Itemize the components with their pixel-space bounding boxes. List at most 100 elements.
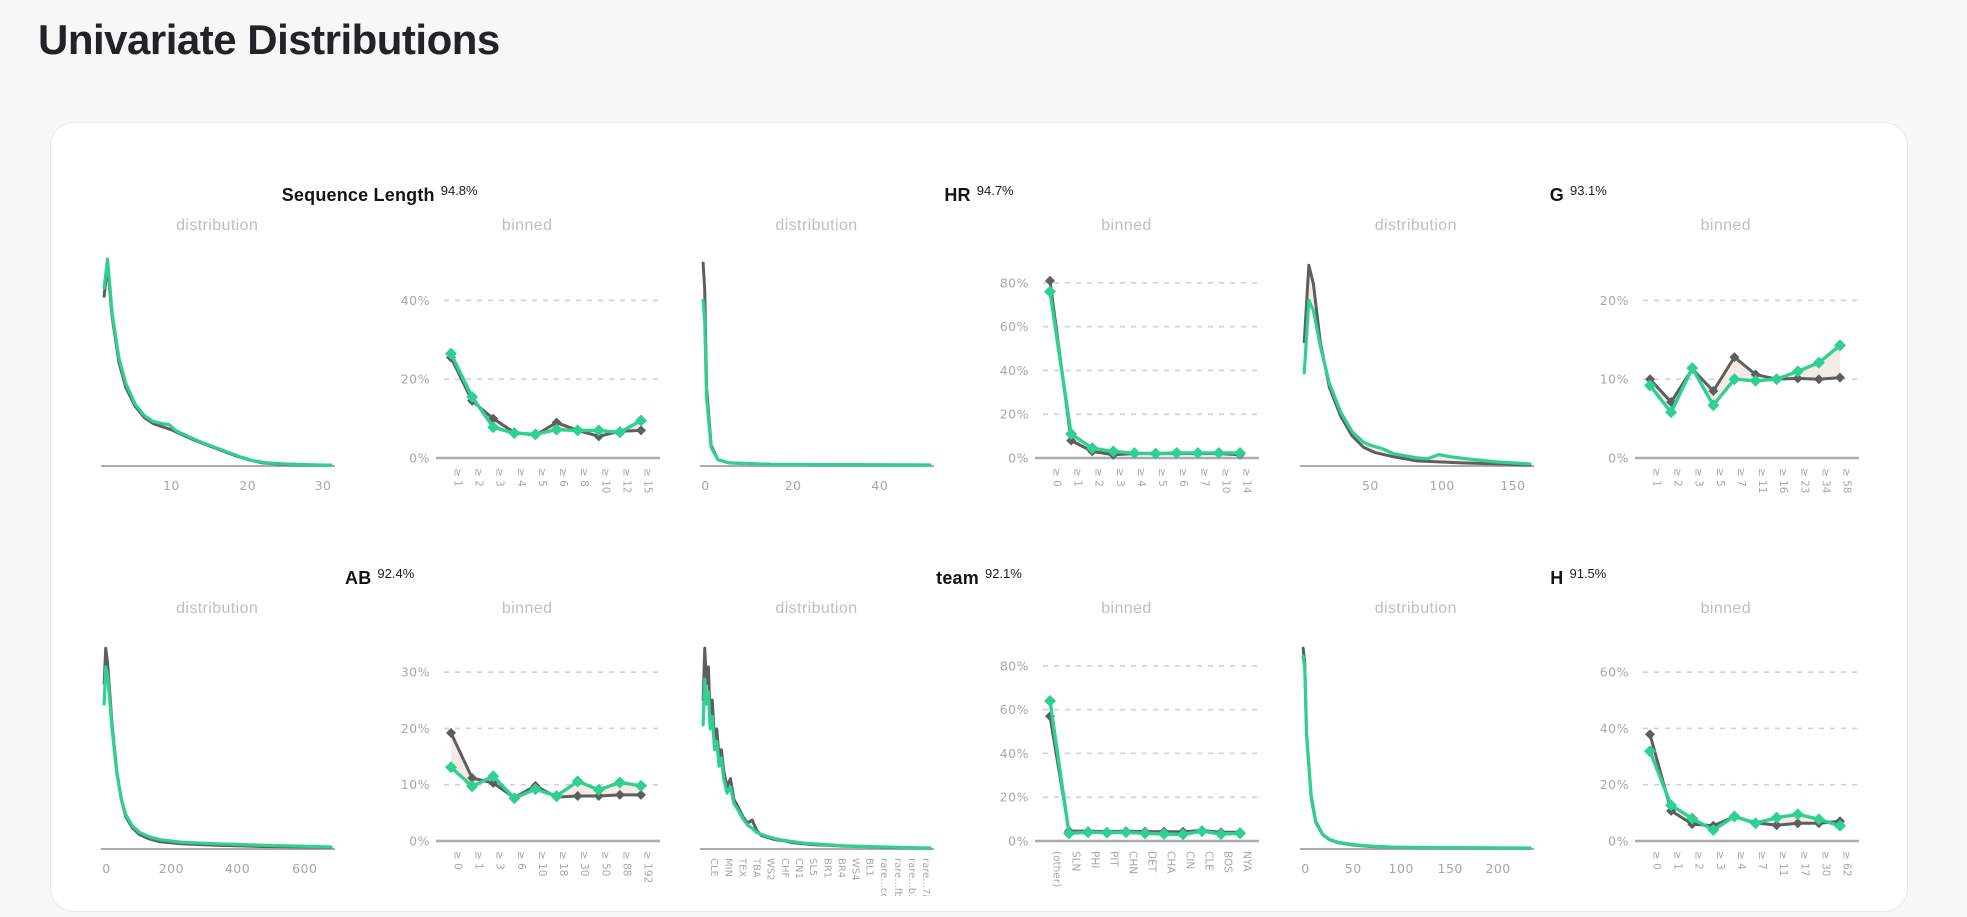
svg-text:30: 30: [315, 478, 332, 493]
hr-binned-chart: 80% 60% 40% 20% 0% ≥ 0 ≥ 1 ≥ 2 ≥ 3 ≥ 4 ≥ 5 ≥ 6 ≥ 7 ≥ …: [1000, 275, 1260, 494]
svg-text:20%: 20%: [1000, 407, 1029, 422]
svg-text:≥ 3: ≥ 3: [494, 468, 506, 487]
svg-text:10: 10: [163, 478, 180, 493]
svg-text:200: 200: [1485, 861, 1510, 876]
svg-text:20%: 20%: [1600, 293, 1629, 308]
svg-text:≥ 10: ≥ 10: [536, 851, 548, 877]
svg-text:≥ 1: ≥ 1: [452, 468, 464, 487]
svg-text:200: 200: [159, 861, 184, 876]
svg-text:20: 20: [239, 478, 256, 493]
svg-text:600: 600: [292, 861, 317, 876]
svg-text:20%: 20%: [1000, 790, 1029, 805]
svg-text:0: 0: [1301, 861, 1309, 876]
svg-text:MIN: MIN: [723, 858, 734, 877]
svg-text:0%: 0%: [1608, 834, 1629, 849]
sequence-length-binned-chart: 40% 20% 0% ≥ 1 ≥ 2 ≥ 3 ≥ 4 ≥ 5 ≥ 6 ≥ 8 ≥ 10 ≥ 12 ≥ 1…: [401, 293, 661, 494]
svg-text:≥ 4: ≥ 4: [1735, 851, 1747, 870]
svg-text:≥ 2: ≥ 2: [1693, 851, 1705, 870]
svg-text:CHF: CHF: [779, 858, 790, 879]
svg-text:≥ 3: ≥ 3: [1714, 851, 1726, 870]
svg-text:≥ 23: ≥ 23: [1798, 468, 1810, 494]
svg-text:0: 0: [102, 861, 110, 876]
g-distribution-chart: 50 100 150: [1299, 263, 1534, 493]
h-binned-chart: 60% 40% 20% 0% ≥ 0 ≥ 1 ≥ 2 ≥ 3 ≥ 4 ≥ 7 ≥ 11 ≥ 17 ≥ 3…: [1600, 665, 1859, 877]
svg-text:60%: 60%: [1600, 665, 1629, 680]
panel-sequence-length: Sequence Length 94.8% distribution 10 20 30…: [95, 183, 664, 513]
panel-title: HR: [944, 185, 971, 205]
svg-text:40%: 40%: [1600, 721, 1629, 736]
svg-text:≥ 0: ≥ 0: [1650, 851, 1662, 870]
svg-text:CLE: CLE: [1203, 851, 1215, 871]
panels-grid: Sequence Length 94.8% distribution 10 20 30…: [95, 183, 1863, 896]
svg-text:≥ 18: ≥ 18: [557, 851, 569, 877]
svg-text:CHN: CHN: [1127, 851, 1139, 874]
panel-accuracy-badge: 91.5%: [1569, 566, 1607, 581]
svg-text:150: 150: [1437, 861, 1462, 876]
svg-text:20%: 20%: [401, 372, 430, 387]
svg-text:≥ 34: ≥ 34: [1819, 468, 1831, 494]
h-distribution-chart: 0 50 100 150 200: [1299, 646, 1534, 876]
svg-text:80%: 80%: [1000, 658, 1029, 673]
svg-text:BOS: BOS: [1222, 851, 1234, 873]
svg-text:≥ 8: ≥ 8: [578, 468, 590, 487]
svg-text:DET: DET: [1146, 851, 1158, 873]
svg-text:≥ 2: ≥ 2: [1671, 468, 1683, 487]
hr-distribution-chart: 0 20 40: [700, 261, 935, 493]
team-distribution-chart: CLE MIN TEX TBA WS2 CHF CN1 SL5 BR1 BR4 WS4 BL1 rare…: [700, 646, 935, 896]
svg-text:≥ 3: ≥ 3: [494, 851, 506, 870]
svg-text:rare...fba: rare...fba: [892, 858, 903, 896]
panel-accuracy-badge: 94.8%: [440, 183, 478, 198]
svg-text:20%: 20%: [1600, 777, 1629, 792]
svg-text:≥ 3: ≥ 3: [1693, 468, 1705, 487]
panel-accuracy-badge: 92.1%: [984, 566, 1022, 581]
svg-text:WS2: WS2: [765, 858, 776, 881]
svg-text:≥ 11: ≥ 11: [1756, 468, 1768, 494]
svg-text:0%: 0%: [1009, 451, 1030, 466]
sequence-length-distribution-chart: 10 20 30: [101, 257, 336, 493]
svg-text:≥ 58: ≥ 58: [1840, 468, 1852, 494]
panel-title: G: [1549, 185, 1564, 205]
svg-text:≥ 16: ≥ 16: [1777, 468, 1789, 494]
svg-text:PHI: PHI: [1089, 851, 1101, 868]
svg-text:≥ 17: ≥ 17: [1798, 851, 1810, 877]
g-binned-chart: 20% 10% 0% ≥ 1 ≥ 2 ≥ 3 ≥ 5 ≥ 7 ≥ 11 ≥ 16 ≥ 23 ≥ 34 ≥…: [1600, 293, 1859, 494]
panel-accuracy-badge: 94.7%: [976, 183, 1014, 198]
svg-text:150: 150: [1500, 478, 1525, 493]
svg-text:≥ 7: ≥ 7: [1199, 468, 1211, 487]
panel-h: H 91.5% distribution 0 50 100 150 200 binned …: [1294, 566, 1863, 896]
svg-text:0%: 0%: [409, 451, 430, 466]
svg-text:≥ 6: ≥ 6: [515, 851, 527, 870]
svg-text:TBA: TBA: [751, 857, 762, 878]
svg-text:PIT: PIT: [1108, 851, 1120, 867]
svg-text:≥ 11: ≥ 11: [1777, 851, 1789, 877]
svg-text:≥ 1: ≥ 1: [1650, 468, 1662, 487]
svg-text:CN1: CN1: [794, 858, 805, 879]
svg-text:≥ 5: ≥ 5: [1714, 468, 1726, 487]
svg-text:40%: 40%: [401, 293, 430, 308]
svg-text:≥ 3: ≥ 3: [1114, 468, 1126, 487]
svg-text:≥ 6: ≥ 6: [1178, 468, 1190, 487]
svg-text:≥ 0: ≥ 0: [1051, 468, 1063, 487]
svg-text:rare...cc7: rare...cc7: [878, 858, 889, 896]
panel-g: G 93.1% distribution 50 100 150 binned 20% 1…: [1294, 183, 1863, 513]
svg-text:WS4: WS4: [850, 858, 861, 881]
svg-text:≥ 0: ≥ 0: [452, 851, 464, 870]
svg-text:60%: 60%: [1000, 319, 1029, 334]
svg-text:≥ 62: ≥ 62: [1840, 851, 1852, 877]
svg-text:≥ 6: ≥ 6: [557, 468, 569, 487]
svg-text:≥ 15: ≥ 15: [642, 468, 654, 494]
svg-text:≥ 30: ≥ 30: [578, 851, 590, 877]
panel-team: team 92.1% distribution CLE MIN TEX TBA WS2 CH…: [694, 566, 1263, 896]
binned-label: binned: [1101, 217, 1152, 234]
svg-text:≥ 7: ≥ 7: [1756, 851, 1768, 870]
svg-text:10%: 10%: [1600, 372, 1629, 387]
svg-text:80%: 80%: [1000, 275, 1029, 290]
panel-title: AB: [345, 568, 372, 588]
binned-label: binned: [1700, 217, 1752, 234]
svg-text:≥ 4: ≥ 4: [515, 468, 527, 487]
page-title: Univariate Distributions: [38, 16, 500, 63]
svg-text:≥ 7: ≥ 7: [1735, 468, 1747, 487]
svg-text:40: 40: [872, 478, 889, 493]
svg-text:≥ 12: ≥ 12: [621, 468, 633, 494]
univariate-distributions-card: Sequence Length 94.8% distribution 10 20 30…: [50, 122, 1908, 912]
